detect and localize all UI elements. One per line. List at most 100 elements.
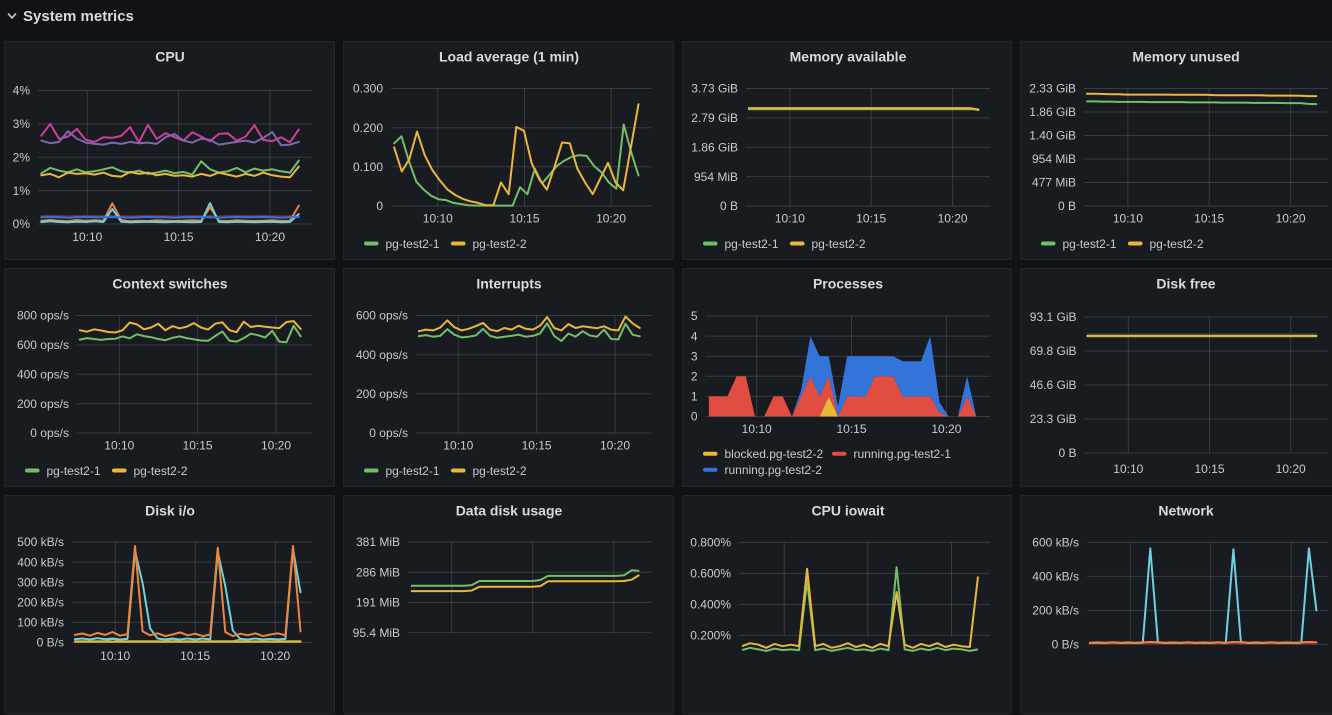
svg-text:5: 5 xyxy=(690,309,697,323)
svg-text:200 ops/s: 200 ops/s xyxy=(356,387,408,401)
svg-text:0%: 0% xyxy=(13,217,31,231)
svg-text:191 MiB: 191 MiB xyxy=(356,596,400,610)
svg-text:69.8 GiB: 69.8 GiB xyxy=(1030,344,1077,358)
svg-text:0.600%: 0.600% xyxy=(690,567,731,581)
svg-text:pg-test2-1: pg-test2-1 xyxy=(386,237,440,251)
svg-text:400 kB/s: 400 kB/s xyxy=(1032,570,1079,584)
svg-text:pg-test2-2: pg-test2-2 xyxy=(473,464,527,478)
svg-text:400 kB/s: 400 kB/s xyxy=(17,555,64,569)
svg-text:10:15: 10:15 xyxy=(522,439,552,453)
svg-text:Load average (1 min): Load average (1 min) xyxy=(439,49,579,65)
svg-text:10:15: 10:15 xyxy=(180,649,210,663)
svg-text:10:10: 10:10 xyxy=(1113,212,1143,226)
svg-text:Processes: Processes xyxy=(812,276,882,292)
svg-text:0: 0 xyxy=(376,199,383,213)
svg-text:10:20: 10:20 xyxy=(937,212,967,226)
svg-text:400 ops/s: 400 ops/s xyxy=(356,348,408,362)
svg-text:10:20: 10:20 xyxy=(260,649,290,663)
svg-text:1%: 1% xyxy=(13,184,31,198)
svg-text:286 MiB: 286 MiB xyxy=(356,565,400,579)
svg-text:pg-test2-1: pg-test2-1 xyxy=(47,464,101,478)
svg-text:10:20: 10:20 xyxy=(931,422,961,436)
svg-text:600 ops/s: 600 ops/s xyxy=(356,309,408,323)
svg-text:10:15: 10:15 xyxy=(183,439,213,453)
svg-text:0 ops/s: 0 ops/s xyxy=(369,426,408,440)
svg-text:3.73 GiB: 3.73 GiB xyxy=(691,82,738,96)
svg-text:800 ops/s: 800 ops/s xyxy=(17,309,69,323)
svg-text:Data disk usage: Data disk usage xyxy=(456,503,563,519)
svg-text:477 MiB: 477 MiB xyxy=(1032,176,1076,190)
svg-text:600 kB/s: 600 kB/s xyxy=(1032,536,1079,550)
svg-text:0.800%: 0.800% xyxy=(690,536,731,550)
svg-text:600 ops/s: 600 ops/s xyxy=(17,338,69,352)
svg-text:10:10: 10:10 xyxy=(774,212,804,226)
svg-text:10:20: 10:20 xyxy=(255,230,285,244)
svg-text:1: 1 xyxy=(690,390,697,404)
svg-text:Memory available: Memory available xyxy=(789,49,906,65)
svg-text:23.3 GiB: 23.3 GiB xyxy=(1030,412,1077,426)
svg-text:1.86 GiB: 1.86 GiB xyxy=(691,141,738,155)
svg-text:3: 3 xyxy=(690,349,697,363)
svg-text:2.33 GiB: 2.33 GiB xyxy=(1029,82,1076,96)
svg-text:10:20: 10:20 xyxy=(1276,212,1306,226)
svg-text:10:10: 10:10 xyxy=(100,649,130,663)
svg-text:0 B: 0 B xyxy=(1058,199,1076,213)
svg-text:10:20: 10:20 xyxy=(600,439,630,453)
svg-text:0.100: 0.100 xyxy=(353,160,383,174)
svg-text:Memory unused: Memory unused xyxy=(1132,49,1239,65)
svg-text:10:15: 10:15 xyxy=(856,212,886,226)
svg-text:93.1 GiB: 93.1 GiB xyxy=(1030,310,1077,324)
svg-text:10:10: 10:10 xyxy=(1113,462,1143,476)
svg-text:300 kB/s: 300 kB/s xyxy=(17,575,64,589)
svg-text:10:15: 10:15 xyxy=(836,422,866,436)
svg-text:200 kB/s: 200 kB/s xyxy=(17,596,64,610)
svg-text:10:20: 10:20 xyxy=(261,439,291,453)
svg-text:10:10: 10:10 xyxy=(104,439,134,453)
svg-text:1.40 GiB: 1.40 GiB xyxy=(1029,129,1076,143)
svg-text:Context switches: Context switches xyxy=(112,276,227,292)
svg-text:Network: Network xyxy=(1158,503,1213,519)
svg-text:10:15: 10:15 xyxy=(509,212,539,226)
svg-text:200 ops/s: 200 ops/s xyxy=(17,397,69,411)
svg-text:10:10: 10:10 xyxy=(72,230,102,244)
svg-text:0 B/s: 0 B/s xyxy=(37,636,64,650)
svg-text:10:15: 10:15 xyxy=(1194,212,1224,226)
svg-text:200 kB/s: 200 kB/s xyxy=(1032,604,1079,618)
svg-text:pg-test2-2: pg-test2-2 xyxy=(473,237,527,251)
svg-text:10:20: 10:20 xyxy=(596,212,626,226)
svg-text:2: 2 xyxy=(690,370,697,384)
svg-text:pg-test2-2: pg-test2-2 xyxy=(811,237,865,251)
svg-text:95.4 MiB: 95.4 MiB xyxy=(353,626,400,640)
svg-text:10:10: 10:10 xyxy=(741,422,771,436)
svg-text:10:20: 10:20 xyxy=(1276,462,1306,476)
svg-text:10:15: 10:15 xyxy=(1194,462,1224,476)
svg-text:46.6 GiB: 46.6 GiB xyxy=(1030,378,1077,392)
svg-text:CPU: CPU xyxy=(155,49,185,65)
svg-text:pg-test2-1: pg-test2-1 xyxy=(1063,237,1117,251)
svg-text:10:10: 10:10 xyxy=(443,439,473,453)
svg-text:0.300: 0.300 xyxy=(353,82,383,96)
svg-text:running.pg-test2-1: running.pg-test2-1 xyxy=(853,447,951,461)
svg-text:pg-test2-1: pg-test2-1 xyxy=(386,464,440,478)
svg-text:Disk i/o: Disk i/o xyxy=(145,503,195,519)
svg-text:4: 4 xyxy=(690,329,697,343)
svg-text:400 ops/s: 400 ops/s xyxy=(17,368,69,382)
svg-text:954 MiB: 954 MiB xyxy=(1032,152,1076,166)
svg-text:2.79 GiB: 2.79 GiB xyxy=(691,111,738,125)
svg-text:2%: 2% xyxy=(13,151,31,165)
svg-text:pg-test2-2: pg-test2-2 xyxy=(134,464,188,478)
svg-text:0.200: 0.200 xyxy=(353,121,383,135)
svg-text:0 B: 0 B xyxy=(1058,446,1076,460)
svg-text:0: 0 xyxy=(690,410,697,424)
svg-text:0.400%: 0.400% xyxy=(690,598,731,612)
svg-text:blocked.pg-test2-2: blocked.pg-test2-2 xyxy=(724,447,823,461)
svg-text:500 kB/s: 500 kB/s xyxy=(17,535,64,549)
svg-text:0 B: 0 B xyxy=(719,199,737,213)
svg-text:0 ops/s: 0 ops/s xyxy=(30,426,69,440)
svg-text:running.pg-test2-2: running.pg-test2-2 xyxy=(724,463,822,477)
svg-text:0 B/s: 0 B/s xyxy=(1052,638,1079,652)
svg-text:CPU iowait: CPU iowait xyxy=(811,503,884,519)
svg-text:100 kB/s: 100 kB/s xyxy=(17,616,64,630)
svg-text:381 MiB: 381 MiB xyxy=(356,535,400,549)
svg-text:pg-test2-2: pg-test2-2 xyxy=(1150,237,1204,251)
